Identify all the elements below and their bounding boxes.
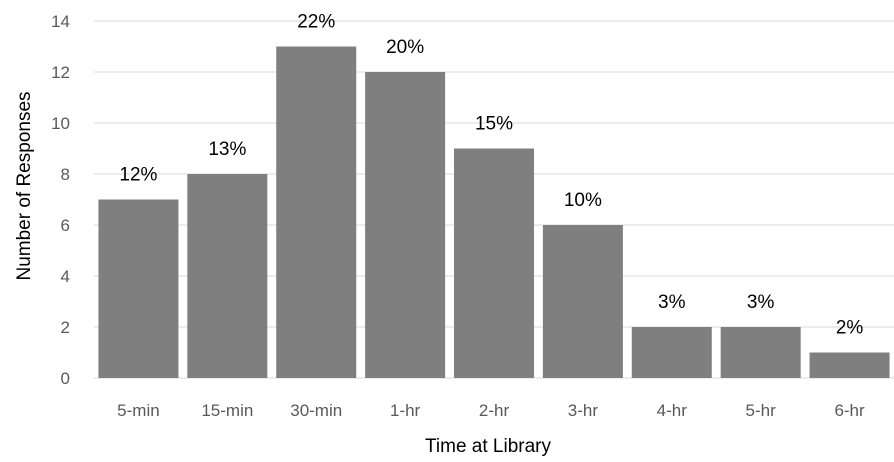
bar-5-hr xyxy=(720,327,801,378)
bar-2-hr xyxy=(454,148,534,378)
x-tick-label-30-min: 30-min xyxy=(290,401,342,420)
y-tick-label: 14 xyxy=(51,12,70,31)
x-tick-label-5-min: 5-min xyxy=(117,401,160,420)
bar-3-hr xyxy=(542,225,623,378)
bar-4-hr xyxy=(631,327,712,378)
bars xyxy=(98,46,890,378)
x-tick-label-2-hr: 2-hr xyxy=(479,401,510,420)
data-labels: 12% 13% 22% 20% 15% 10% 3% 3% 2% xyxy=(119,12,863,339)
data-label-2-hr: 15% xyxy=(475,114,513,135)
x-axis-ticks: 5-min 15-min 30-min 1-hr 2-hr 3-hr 4-hr 5-hr 6-h… xyxy=(117,401,865,420)
data-label-30-min: 22% xyxy=(297,12,335,33)
data-label-5-min: 12% xyxy=(119,165,157,186)
data-label-5-hr: 3% xyxy=(747,292,775,313)
y-tick-label: 0 xyxy=(61,369,70,388)
data-label-15-min: 13% xyxy=(208,139,246,160)
y-tick-label: 10 xyxy=(51,114,70,133)
bar-5-min xyxy=(98,199,179,378)
x-tick-label-4-hr: 4-hr xyxy=(657,401,688,420)
bar-15-min xyxy=(187,174,268,378)
data-label-6-hr: 2% xyxy=(836,318,864,339)
bar-30-min xyxy=(276,46,357,378)
y-tick-label: 8 xyxy=(61,165,70,184)
bar-1-hr xyxy=(365,72,446,378)
x-tick-label-3-hr: 3-hr xyxy=(568,401,599,420)
x-tick-label-1-hr: 1-hr xyxy=(390,401,421,420)
data-label-4-hr: 3% xyxy=(658,292,686,313)
x-tick-label-15-min: 15-min xyxy=(201,401,253,420)
x-axis-title: Time at Library xyxy=(425,436,551,457)
bar-6-hr xyxy=(809,352,890,378)
data-label-1-hr: 20% xyxy=(386,37,424,58)
y-tick-label: 2 xyxy=(61,318,70,337)
x-tick-label-6-hr: 6-hr xyxy=(834,401,865,420)
y-axis-ticks: 0 2 4 6 8 10 12 14 xyxy=(51,12,70,388)
data-label-3-hr: 10% xyxy=(564,190,602,211)
y-axis-title: Number of Responses xyxy=(14,91,35,280)
y-tick-label: 6 xyxy=(61,216,70,235)
x-tick-label-5-hr: 5-hr xyxy=(746,401,777,420)
y-tick-label: 12 xyxy=(51,63,70,82)
y-tick-label: 4 xyxy=(61,267,70,286)
